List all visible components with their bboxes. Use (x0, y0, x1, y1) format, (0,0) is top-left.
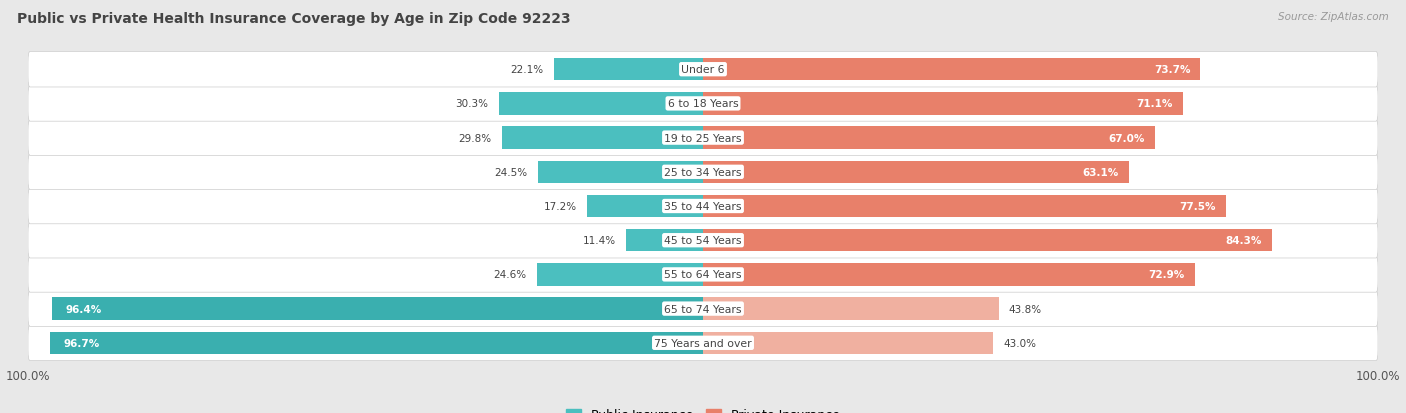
Text: 6 to 18 Years: 6 to 18 Years (668, 99, 738, 109)
Bar (51, 332, 703, 354)
Text: 55 to 64 Years: 55 to 64 Years (664, 270, 742, 280)
Text: 65 to 74 Years: 65 to 74 Years (664, 304, 742, 314)
Bar (586, 195, 703, 218)
Text: 17.2%: 17.2% (544, 202, 576, 211)
Text: 73.7%: 73.7% (1154, 65, 1191, 75)
Bar (703, 263, 1195, 286)
Bar (703, 93, 1182, 115)
Bar (703, 59, 1201, 81)
Bar (626, 230, 703, 252)
FancyBboxPatch shape (28, 121, 1378, 156)
Bar (703, 230, 1272, 252)
Text: 45 to 54 Years: 45 to 54 Years (664, 236, 742, 246)
FancyBboxPatch shape (28, 291, 1378, 327)
FancyBboxPatch shape (28, 154, 1378, 190)
Text: 24.5%: 24.5% (495, 167, 527, 177)
Bar (703, 161, 1129, 183)
Text: 84.3%: 84.3% (1226, 236, 1261, 246)
Bar (703, 298, 998, 320)
Bar (537, 161, 703, 183)
Text: 19 to 25 Years: 19 to 25 Years (664, 133, 742, 143)
FancyBboxPatch shape (28, 189, 1378, 224)
Text: 63.1%: 63.1% (1083, 167, 1119, 177)
Text: 30.3%: 30.3% (456, 99, 488, 109)
Text: 96.4%: 96.4% (66, 304, 103, 314)
FancyBboxPatch shape (28, 257, 1378, 292)
Text: Source: ZipAtlas.com: Source: ZipAtlas.com (1278, 12, 1389, 22)
Text: 43.8%: 43.8% (1008, 304, 1042, 314)
Text: Under 6: Under 6 (682, 65, 724, 75)
FancyBboxPatch shape (28, 325, 1378, 361)
Text: 25 to 34 Years: 25 to 34 Years (664, 167, 742, 177)
Text: 11.4%: 11.4% (583, 236, 616, 246)
Legend: Public Insurance, Private Insurance: Public Insurance, Private Insurance (561, 404, 845, 413)
Bar (703, 332, 993, 354)
Text: 75 Years and over: 75 Years and over (654, 338, 752, 348)
Bar (52, 298, 703, 320)
Text: 96.7%: 96.7% (63, 338, 100, 348)
Text: 29.8%: 29.8% (458, 133, 492, 143)
Text: 77.5%: 77.5% (1180, 202, 1216, 211)
Bar (499, 93, 703, 115)
Bar (554, 59, 703, 81)
FancyBboxPatch shape (28, 86, 1378, 122)
Text: Public vs Private Health Insurance Coverage by Age in Zip Code 92223: Public vs Private Health Insurance Cover… (17, 12, 571, 26)
Bar (703, 127, 1156, 150)
Text: 22.1%: 22.1% (510, 65, 544, 75)
Bar (537, 263, 703, 286)
Text: 43.0%: 43.0% (1004, 338, 1036, 348)
Text: 71.1%: 71.1% (1136, 99, 1173, 109)
Text: 67.0%: 67.0% (1109, 133, 1144, 143)
FancyBboxPatch shape (28, 52, 1378, 88)
Text: 35 to 44 Years: 35 to 44 Years (664, 202, 742, 211)
Text: 72.9%: 72.9% (1149, 270, 1185, 280)
FancyBboxPatch shape (28, 223, 1378, 259)
Bar (703, 195, 1226, 218)
Text: 24.6%: 24.6% (494, 270, 527, 280)
Bar (502, 127, 703, 150)
